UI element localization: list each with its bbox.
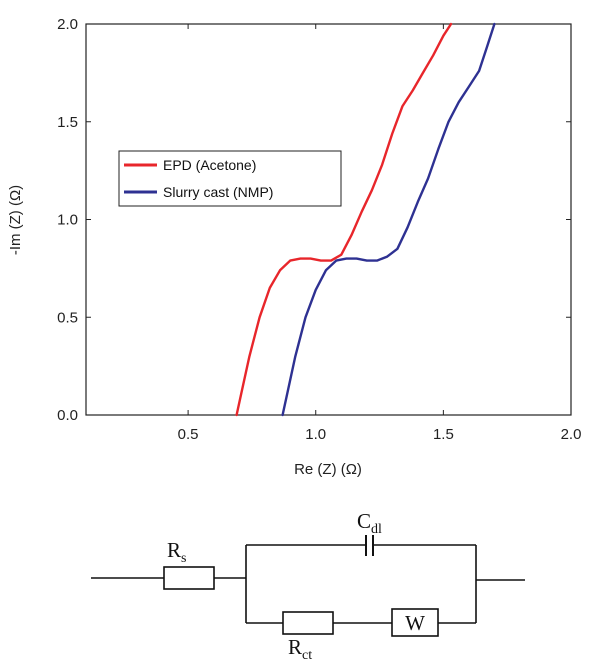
label-rct: Rct <box>288 635 312 662</box>
label-cdl: Cdl <box>357 509 382 537</box>
axis-ticks: 0.5 1.0 1.5 2.0 0.0 0.5 1.0 1.5 2.0 <box>57 16 581 443</box>
y-tick-label: 1.5 <box>57 114 78 131</box>
x-tick-label: 1.0 <box>305 426 326 443</box>
series-line-slurry <box>281 22 496 417</box>
x-axis-title: Re (Z) (Ω) <box>294 461 362 478</box>
circuit-warburg-w <box>391 608 439 637</box>
x-tick-label: 0.5 <box>178 426 199 443</box>
y-axis-title: -Im (Z) (Ω) <box>7 185 24 255</box>
legend: EPD (Acetone) Slurry cast (NMP) <box>118 150 342 207</box>
y-tick-label: 0.5 <box>57 309 78 326</box>
x-tick-label: 1.5 <box>433 426 454 443</box>
circuit-resistor-rs <box>163 566 215 590</box>
label-w: W <box>405 611 425 635</box>
series-line-epd <box>235 22 453 417</box>
series-lines <box>235 22 496 417</box>
x-tick-label: 2.0 <box>561 426 582 443</box>
legend-label-epd: EPD (Acetone) <box>163 157 256 173</box>
legend-label-slurry: Slurry cast (NMP) <box>163 184 273 200</box>
label-rs: Rs <box>167 538 186 566</box>
legend-box <box>118 150 342 207</box>
circuit-resistor-rct <box>282 611 334 635</box>
equivalent-circuit <box>91 535 525 637</box>
y-tick-label: 2.0 <box>57 16 78 33</box>
y-tick-label: 0.0 <box>57 407 78 424</box>
plot-area-frame <box>85 23 572 416</box>
y-tick-label: 1.0 <box>57 212 78 229</box>
